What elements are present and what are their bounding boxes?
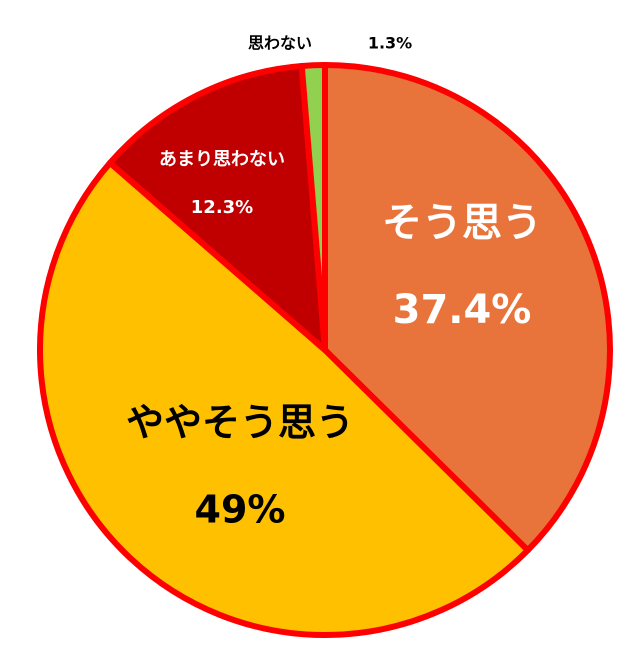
value-label: 1.3% <box>368 34 412 53</box>
slice-label: 思わない <box>248 34 312 53</box>
slice-label: そう思う <box>382 200 542 246</box>
value-label: 37.4% <box>393 287 532 333</box>
pie-slice <box>107 62 328 353</box>
pie-slice <box>322 62 613 554</box>
pie-slice <box>37 159 531 638</box>
pie-slice <box>298 62 328 353</box>
value-label: 49% <box>195 488 286 532</box>
slice-label: あまり思わない <box>159 149 285 170</box>
slice-label: ややそう思う <box>126 401 354 445</box>
value-label: 12.3% <box>191 197 253 218</box>
